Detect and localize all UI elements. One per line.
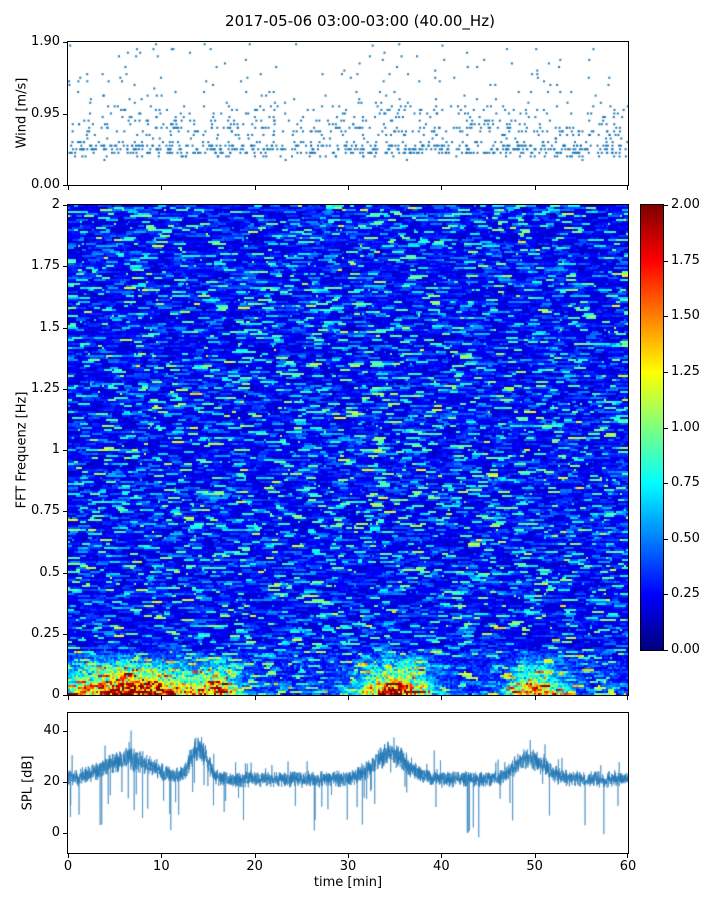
tick-mark <box>535 854 536 858</box>
tick-mark <box>63 42 67 43</box>
tick-label: 30 <box>339 859 357 874</box>
tick-label: 20 <box>246 859 263 874</box>
figure-title: 2017-05-06 03:00-03:00 (40.00_Hz) <box>225 12 495 30</box>
tick-label: 0.00 <box>671 642 700 657</box>
tick-mark <box>627 186 628 190</box>
tick-label: 50 <box>526 859 543 874</box>
tick-label: 0.75 <box>31 503 60 518</box>
tick-mark <box>68 186 69 190</box>
tick-mark <box>664 316 668 317</box>
tick-label: 1.00 <box>671 420 700 435</box>
colorbar <box>640 204 664 651</box>
tick-label: 40 <box>433 859 450 874</box>
tick-mark <box>664 261 668 262</box>
wind-scatter-axes <box>67 41 629 186</box>
tick-label: 0 <box>63 859 73 874</box>
tick-label: 0 <box>51 825 60 840</box>
tick-mark <box>63 185 67 186</box>
tick-label: 1.25 <box>671 364 700 379</box>
tick-mark <box>664 428 668 429</box>
tick-label: 1.25 <box>31 381 60 396</box>
tick-mark <box>627 854 628 858</box>
tick-mark <box>63 833 67 834</box>
tick-label: 0.25 <box>671 586 700 601</box>
tick-label: 1.90 <box>31 34 60 49</box>
spl-line-axes <box>67 712 629 854</box>
tick-mark <box>255 186 256 190</box>
tick-mark <box>63 328 67 329</box>
tick-label: 2 <box>51 197 60 212</box>
tick-label: 0.50 <box>671 531 700 546</box>
tick-label: 0.25 <box>31 626 60 641</box>
tick-label: 0.95 <box>31 106 60 121</box>
tick-mark <box>63 695 67 696</box>
tick-mark <box>255 696 256 700</box>
tick-mark <box>348 854 349 858</box>
tick-mark <box>348 186 349 190</box>
tick-mark <box>63 205 67 206</box>
tick-mark <box>627 696 628 700</box>
tick-label: 1.75 <box>31 258 60 273</box>
tick-label: 20 <box>43 774 60 789</box>
tick-label: 2.00 <box>671 197 700 212</box>
tick-mark <box>535 186 536 190</box>
spectrogram-canvas <box>68 205 628 695</box>
spectrogram-axes <box>67 204 629 696</box>
colorbar-canvas <box>641 205 663 650</box>
spl-line-canvas <box>68 713 628 853</box>
tick-mark <box>63 573 67 574</box>
tick-mark <box>68 696 69 700</box>
time-x-axis-label: time [min] <box>313 875 383 890</box>
tick-label: 0.5 <box>39 565 60 580</box>
tick-mark <box>664 650 668 651</box>
tick-mark <box>664 539 668 540</box>
tick-mark <box>68 854 69 858</box>
tick-label: 1.75 <box>671 253 700 268</box>
tick-mark <box>161 854 162 858</box>
tick-mark <box>63 634 67 635</box>
tick-mark <box>535 696 536 700</box>
tick-label: 1 <box>51 442 60 457</box>
tick-label: 60 <box>619 859 637 874</box>
tick-mark <box>348 696 349 700</box>
tick-mark <box>63 450 67 451</box>
tick-mark <box>664 372 668 373</box>
tick-mark <box>63 389 67 390</box>
tick-mark <box>441 854 442 858</box>
tick-label: 0 <box>51 687 60 702</box>
tick-label: 1.50 <box>671 308 700 323</box>
tick-mark <box>664 483 668 484</box>
tick-label: 10 <box>153 859 170 874</box>
tick-mark <box>664 205 668 206</box>
tick-mark <box>255 854 256 858</box>
tick-mark <box>63 266 67 267</box>
tick-mark <box>161 186 162 190</box>
tick-mark <box>63 782 67 783</box>
wind-scatter-canvas <box>68 42 628 185</box>
tick-mark <box>664 594 668 595</box>
tick-mark <box>161 696 162 700</box>
tick-mark <box>63 731 67 732</box>
tick-label: 0.75 <box>671 475 700 490</box>
tick-mark <box>441 696 442 700</box>
tick-mark <box>63 114 67 115</box>
tick-label: 40 <box>43 723 60 738</box>
tick-mark <box>63 511 67 512</box>
tick-label: 1.5 <box>39 320 60 335</box>
tick-label: 0.00 <box>31 177 60 192</box>
tick-mark <box>441 186 442 190</box>
